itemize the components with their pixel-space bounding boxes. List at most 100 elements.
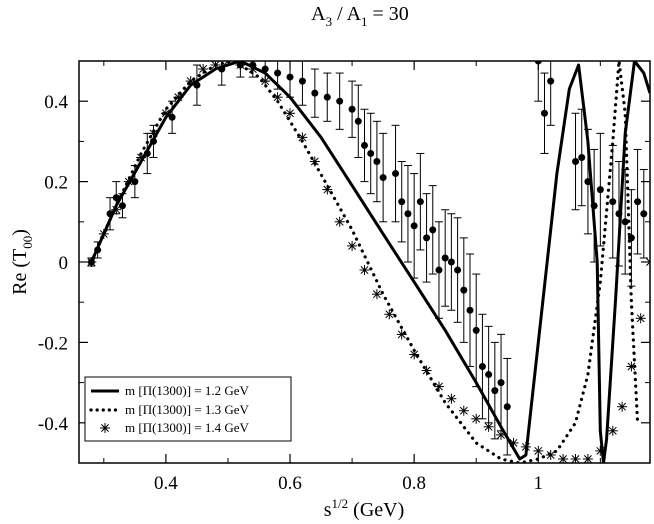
data-point-45 <box>534 61 543 102</box>
data-point-31 <box>422 193 431 283</box>
star-stroke-37-3 <box>546 451 555 459</box>
star-point-28 <box>434 381 444 392</box>
star-point-18 <box>309 156 320 167</box>
data-marker <box>94 246 102 254</box>
data-marker <box>615 210 623 218</box>
data-point-17 <box>310 68 319 118</box>
star-point-40 <box>582 454 593 463</box>
data-marker <box>311 89 319 97</box>
star-point-4 <box>136 152 147 163</box>
data-marker <box>460 286 468 294</box>
data-point-14 <box>273 61 282 90</box>
star-stroke-22-3 <box>360 266 369 274</box>
x-axis: 0.4 0.6 0.8 1 <box>103 61 601 494</box>
star-point-22 <box>359 265 370 275</box>
data-point-34 <box>441 209 450 307</box>
data-point-4 <box>118 193 127 219</box>
y-tick-label-2: 0 <box>59 253 69 274</box>
data-point-7 <box>149 124 158 158</box>
x-axis-label: s1/2 (GeV) <box>324 496 405 521</box>
data-marker <box>547 77 555 85</box>
data-marker <box>323 93 331 101</box>
data-point-16 <box>298 61 307 106</box>
data-marker <box>249 61 257 69</box>
data-marker <box>423 234 431 242</box>
series-data <box>87 61 648 456</box>
data-marker <box>609 198 617 206</box>
data-point-26 <box>391 124 400 223</box>
star-point-38 <box>558 454 569 463</box>
star-point-10 <box>210 61 221 70</box>
data-point-29 <box>410 173 419 279</box>
data-marker <box>503 403 511 411</box>
star-stroke-36-3 <box>534 446 543 455</box>
star-stroke-46-2 <box>646 258 650 263</box>
star-point-7 <box>173 92 184 103</box>
star-stroke-27-3 <box>422 366 431 375</box>
star-point-9 <box>198 64 209 74</box>
data-point-24 <box>372 120 381 203</box>
data-marker <box>361 141 368 149</box>
chart-title: A3 / A1 = 30 <box>311 3 409 29</box>
data-marker <box>472 326 480 334</box>
data-point-51 <box>590 148 599 263</box>
star-point-36 <box>533 445 544 456</box>
star-stroke-3-3 <box>124 177 133 186</box>
legend-box <box>84 376 292 442</box>
star-point-35 <box>520 441 531 452</box>
star-point-29 <box>446 393 457 404</box>
data-marker <box>491 387 499 395</box>
data-marker <box>261 65 269 73</box>
y-tick-label-0: -0.4 <box>38 414 69 435</box>
star-stroke-11-3 <box>224 61 229 65</box>
data-marker <box>410 222 418 230</box>
star-point-8 <box>185 76 196 87</box>
star-stroke-4-3 <box>137 153 146 162</box>
star-stroke-45-3 <box>636 314 645 323</box>
star-point-31 <box>471 413 482 424</box>
data-marker <box>454 266 462 274</box>
data-marker <box>392 170 400 178</box>
data-marker <box>634 198 642 206</box>
data-marker <box>596 186 604 194</box>
star-stroke-25-3 <box>397 330 406 339</box>
data-marker <box>435 266 443 274</box>
star-point-16 <box>285 108 295 119</box>
star-stroke-32-3 <box>484 422 493 431</box>
data-marker <box>441 254 449 262</box>
data-point-41 <box>484 325 493 424</box>
legend-label-star: m [Π(1300)] = 1.4 GeV <box>125 420 250 435</box>
star-stroke-42-3 <box>608 426 617 435</box>
data-point-10 <box>217 61 226 86</box>
data-point-19 <box>335 72 344 130</box>
star-point-45 <box>635 313 646 324</box>
star-stroke-19-3 <box>323 185 332 194</box>
star-point-21 <box>347 240 358 251</box>
data-marker <box>274 69 282 77</box>
data-point-52 <box>596 132 605 247</box>
data-point-30 <box>416 152 425 251</box>
star-point-3 <box>123 176 134 187</box>
data-point-20 <box>348 80 357 138</box>
data-point-23 <box>366 112 375 195</box>
data-marker <box>416 198 424 206</box>
star-stroke-16-3 <box>286 109 294 118</box>
data-marker <box>106 210 114 218</box>
star-point-42 <box>607 425 618 436</box>
data-marker <box>621 218 629 226</box>
data-point-56 <box>627 189 636 287</box>
star-stroke-31-3 <box>472 414 481 423</box>
star-stroke-38-3 <box>559 455 568 463</box>
star-stroke-33-3 <box>497 430 505 439</box>
data-marker <box>367 149 375 157</box>
star-point-20 <box>334 216 345 227</box>
star-point-37 <box>545 450 556 460</box>
data-marker <box>429 226 437 234</box>
data-point-1 <box>93 241 102 259</box>
star-stroke-9-3 <box>199 65 208 73</box>
star-stroke-11-2 <box>227 61 232 65</box>
data-marker <box>336 97 344 105</box>
data-marker <box>627 234 635 242</box>
star-point-1 <box>98 228 109 239</box>
